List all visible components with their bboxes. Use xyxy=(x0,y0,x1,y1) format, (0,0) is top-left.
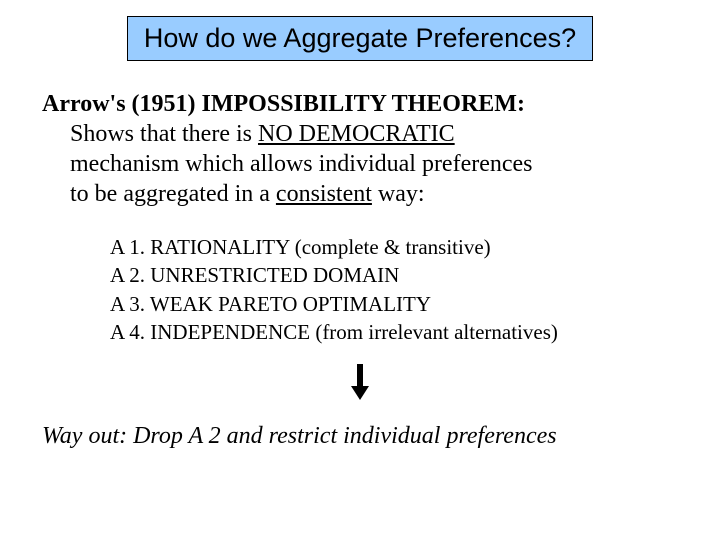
axiom-4: A 4. INDEPENDENCE (from irrelevant alter… xyxy=(110,318,690,346)
theorem-block: Arrow's (1951) IMPOSSIBILITY THEOREM: Sh… xyxy=(42,89,670,209)
axioms-list: A 1. RATIONALITY (complete & transitive)… xyxy=(110,233,690,346)
arrow-down-container xyxy=(30,364,690,405)
way-out-text: Way out: Drop A 2 and restrict individua… xyxy=(42,423,690,450)
theorem-line1-pre: Shows that there is xyxy=(70,121,258,147)
theorem-line3-post: way: xyxy=(372,181,425,207)
axiom-1: A 1. RATIONALITY (complete & transitive) xyxy=(110,233,690,261)
axiom-3: A 3. WEAK PARETO OPTIMALITY xyxy=(110,290,690,318)
slide-title: How do we Aggregate Preferences? xyxy=(144,23,576,53)
axiom-2: A 2. UNRESTRICTED DOMAIN xyxy=(110,261,690,289)
theorem-line3-pre: to be aggregated in a xyxy=(70,181,276,207)
theorem-line2: mechanism which allows individual prefer… xyxy=(70,151,533,177)
slide-title-box: How do we Aggregate Preferences? xyxy=(127,16,593,61)
theorem-line3-underline: consistent xyxy=(276,181,372,207)
theorem-heading: Arrow's (1951) IMPOSSIBILITY THEOREM: xyxy=(42,89,670,119)
theorem-line1-underline: NO DEMOCRATIC xyxy=(258,121,455,147)
theorem-body: Shows that there is NO DEMOCRATIC mechan… xyxy=(70,119,670,209)
arrow-down-icon xyxy=(351,364,369,400)
